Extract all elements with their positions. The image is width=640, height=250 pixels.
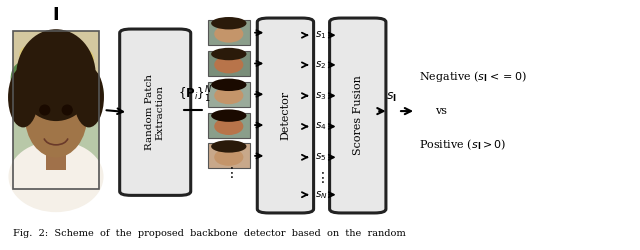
Ellipse shape	[61, 104, 73, 116]
FancyBboxPatch shape	[330, 18, 386, 213]
Ellipse shape	[211, 48, 246, 60]
Ellipse shape	[79, 50, 94, 69]
Text: $\{\mathbf{P}_i\}_1^N$: $\{\mathbf{P}_i\}_1^N$	[178, 84, 212, 105]
Bar	[208, 113, 250, 138]
Text: $s_3$: $s_3$	[315, 90, 326, 102]
Ellipse shape	[211, 140, 246, 153]
Ellipse shape	[214, 56, 243, 74]
Ellipse shape	[11, 62, 32, 94]
Ellipse shape	[214, 148, 243, 166]
Bar	[208, 144, 250, 168]
Text: $s_4$: $s_4$	[315, 120, 326, 132]
Bar	[208, 82, 250, 107]
Ellipse shape	[39, 104, 51, 116]
Bar	[45, 138, 67, 170]
Bar	[208, 51, 250, 76]
Text: $\vdots$: $\vdots$	[314, 170, 324, 184]
Text: $s_5$: $s_5$	[315, 152, 326, 163]
FancyBboxPatch shape	[120, 29, 191, 195]
Ellipse shape	[214, 118, 243, 135]
Text: $s_1$: $s_1$	[315, 29, 326, 41]
Ellipse shape	[8, 141, 104, 212]
Text: $s_2$: $s_2$	[315, 59, 326, 71]
Text: vs: vs	[435, 106, 447, 116]
Text: $s_\mathbf{I}$: $s_\mathbf{I}$	[387, 91, 397, 104]
Ellipse shape	[19, 47, 32, 62]
Text: Negative ($s_\mathbf{I}<=0$): Negative ($s_\mathbf{I}<=0$)	[419, 70, 527, 84]
Ellipse shape	[77, 74, 104, 114]
Ellipse shape	[74, 67, 104, 128]
Ellipse shape	[211, 17, 246, 29]
Text: $\mathbf{I}$: $\mathbf{I}$	[52, 6, 59, 25]
FancyBboxPatch shape	[257, 18, 314, 213]
Ellipse shape	[214, 25, 243, 42]
Bar	[13, 31, 99, 189]
Ellipse shape	[211, 78, 246, 91]
Ellipse shape	[211, 110, 246, 122]
Ellipse shape	[16, 29, 96, 121]
Ellipse shape	[214, 87, 243, 104]
Bar	[13, 31, 99, 110]
Ellipse shape	[8, 67, 38, 128]
Text: Fig.  2:  Scheme  of  the  proposed  backbone  detector  based  on  the  random: Fig. 2: Scheme of the proposed backbone …	[13, 229, 406, 238]
Text: $s_N$: $s_N$	[315, 189, 328, 200]
Text: Random Patch
Extraction: Random Patch Extraction	[145, 74, 165, 150]
Text: Detector: Detector	[280, 91, 291, 140]
Bar	[208, 20, 250, 45]
Text: $\vdots$: $\vdots$	[223, 165, 234, 180]
Text: Scores Fusion: Scores Fusion	[353, 76, 363, 156]
Text: Positive ($s_\mathbf{I}>0$): Positive ($s_\mathbf{I}>0$)	[419, 138, 507, 152]
Ellipse shape	[25, 75, 87, 158]
